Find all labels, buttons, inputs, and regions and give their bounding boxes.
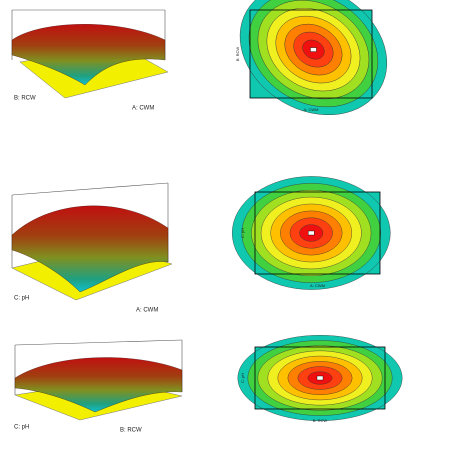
contour-frame [254,346,386,410]
surface-y-label: C: pH [14,296,29,302]
surface-x-label: A: CWM [132,106,154,112]
contour-y-label: B: RCW [235,47,240,62]
center-point [316,375,324,381]
surface-y-label: C: pH [14,425,29,431]
contour-x-label: A: CWM [310,283,325,288]
contour-x-label: A: CWM [304,107,319,112]
center-point [308,230,315,236]
surface-x-label: B: RCW [120,428,142,434]
contour-y-label: C: pH [240,373,245,383]
contour-frame [249,9,373,99]
surface-y-label: B: RCW [14,96,36,102]
response-surface [11,205,169,293]
contour-y-label: C: pH [240,228,245,238]
box-edge [14,339,183,346]
surface-plot: C: pH A: CWM [11,182,173,314]
response-surface [11,24,166,86]
contour-frame [254,191,381,275]
box-edge [11,182,169,196]
surface-plot: C: pH B: RCW [14,339,183,434]
response-surface [14,357,183,413]
surface-plot: B: RCW A: CWM [11,9,169,112]
surface-x-label: A: CWM [136,308,158,314]
center-point [310,47,317,52]
contour-x-label: B: RCW [313,418,328,423]
